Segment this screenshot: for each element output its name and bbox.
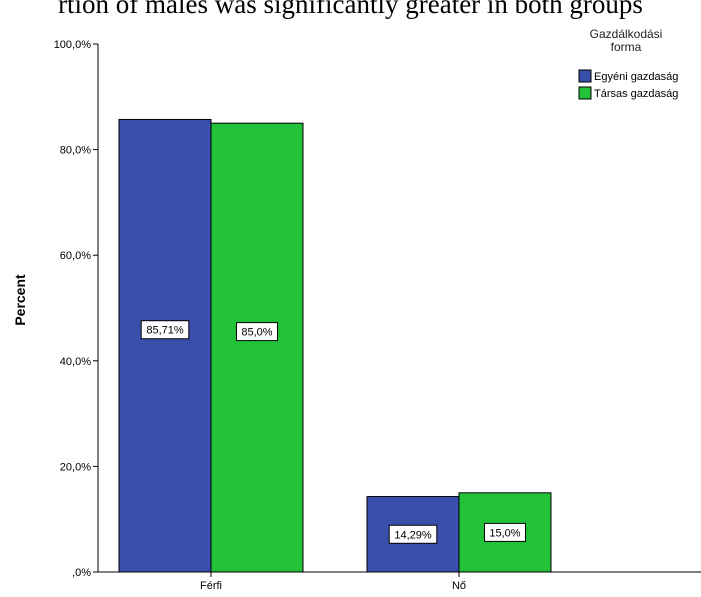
data-label-box bbox=[140, 320, 190, 340]
data-label: 85,71% bbox=[146, 325, 184, 337]
legend-entry-label: Társas gazdaság bbox=[594, 88, 678, 100]
data-label: 85,0% bbox=[241, 327, 272, 339]
legend-swatch bbox=[578, 69, 592, 83]
data-label: 14,29% bbox=[394, 529, 432, 541]
page-caption: rtion of males was significantly greater… bbox=[58, 0, 643, 19]
data-label-box bbox=[388, 524, 438, 544]
y-tick-label: 40,0% bbox=[60, 356, 91, 368]
legend-title: Gazdálkodási bbox=[590, 27, 663, 41]
y-tick-label: 60,0% bbox=[60, 250, 91, 262]
legend-entry-label: Egyéni gazdaság bbox=[594, 71, 678, 83]
x-tick-label: Nő bbox=[452, 580, 466, 592]
y-ticks: ,0% 20,0% 40,0% 60,0% 80,0% 100,0% bbox=[54, 39, 98, 579]
y-tick-label: 20,0% bbox=[60, 461, 91, 473]
bar bbox=[210, 122, 304, 573]
y-tick-label: 100,0% bbox=[54, 39, 92, 51]
bars: 85,71% 85,0% 14,29% 15,0% bbox=[118, 118, 552, 573]
bar bbox=[118, 118, 212, 573]
data-label: 15,0% bbox=[489, 527, 520, 539]
x-ticks: Férfi Nő bbox=[200, 572, 466, 592]
data-label-box bbox=[484, 522, 526, 542]
legend-swatch bbox=[578, 86, 592, 100]
data-label-box bbox=[236, 322, 278, 342]
x-tick-label: Férfi bbox=[200, 580, 222, 592]
y-axis-label: Percent bbox=[12, 274, 28, 326]
y-tick-label: ,0% bbox=[72, 567, 91, 579]
legend-title: forma bbox=[611, 40, 642, 54]
y-tick-label: 80,0% bbox=[60, 145, 91, 157]
